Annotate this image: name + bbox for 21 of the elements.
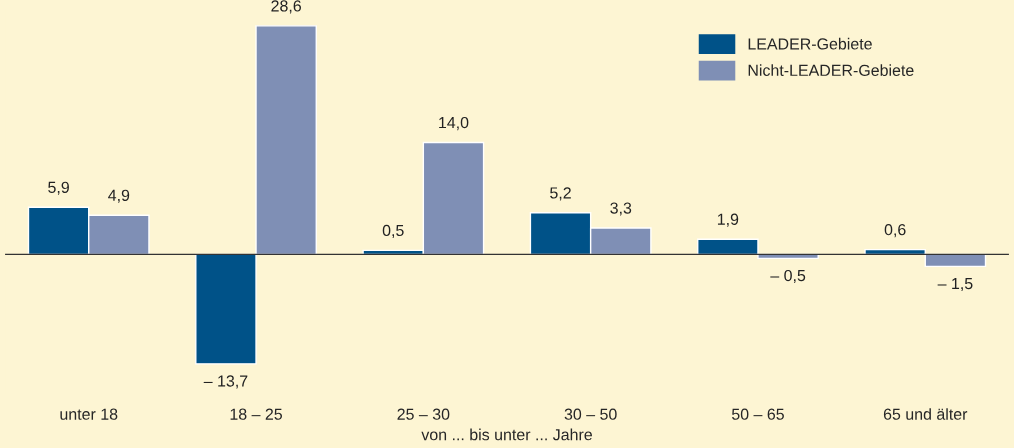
data-label: – 0,5 [770,269,806,284]
data-label: 5,9 [48,181,69,195]
data-label: 14,0 [439,116,469,131]
x-axis-title: von ... bis unter ... Jahre [421,428,592,441]
x-tick-label: 25 – 30 [397,408,450,420]
data-label: 0,6 [884,223,906,238]
x-tick-label: unter 18 [60,408,118,420]
data-label: – 1,5 [937,278,973,292]
legend-label: Nicht-LEADER-Gebiete [748,64,914,77]
data-label: – 13,7 [203,375,248,389]
x-tick-label: 18 – 25 [230,408,283,420]
x-tick-label: 65 und älter [883,408,968,420]
data-label: 4,9 [108,189,130,203]
data-label: 5,2 [550,187,571,201]
legend-label: LEADER-Gebiete [748,37,872,50]
x-tick-label: 30 – 50 [564,408,617,420]
data-label: 0,5 [382,224,404,238]
data-label: 3,3 [610,202,632,216]
x-tick-label: 50 – 65 [731,408,784,420]
data-label: 28,6 [271,0,301,14]
data-label: 1,9 [717,213,739,227]
